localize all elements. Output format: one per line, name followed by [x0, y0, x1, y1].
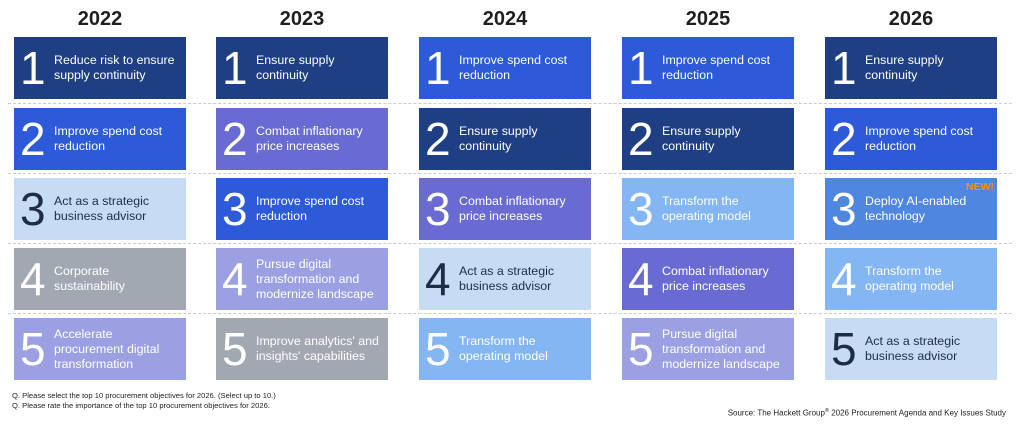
rank-number: 4: [831, 253, 857, 305]
rank-number: 1: [20, 42, 46, 94]
objective-tile: 4 Combat inflationary price increases: [622, 248, 794, 310]
objective-tile: 3 Act as a strategic business advisor: [14, 178, 186, 240]
objective-label: Act as a strategic business advisor: [865, 334, 961, 363]
objective-label: Ensure supply continuity: [459, 124, 538, 153]
objective-label: Combat inflationary price increases: [459, 194, 566, 223]
objective-label: Transform the operating model: [662, 194, 751, 223]
objective-tile: 1 Ensure supply continuity: [825, 37, 997, 99]
rank-number: 3: [20, 183, 46, 235]
rank-number: 5: [425, 323, 451, 375]
objective-tile: 2 Ensure supply continuity: [419, 108, 591, 170]
objective-tile: 4 Transform the operating model: [825, 248, 997, 310]
rank-number: 5: [831, 323, 857, 375]
objective-label: Pursue digital transformation and modern…: [256, 256, 374, 301]
rank-number: 3: [628, 183, 654, 235]
objective-tile: 5 Accelerate procurement digital transfor…: [14, 318, 186, 380]
objective-tile: 5 Pursue digital transformation and moder…: [622, 318, 794, 380]
objective-label: Transform the operating model: [459, 334, 548, 363]
source-prefix: Source: The Hackett Group: [727, 408, 825, 418]
year-header-2023: 2023: [279, 8, 325, 30]
objective-label: Combat inflationary price increases: [662, 264, 769, 293]
rank-number: 1: [425, 42, 451, 94]
objective-tile: 5 Improve analytics' and insights' capabi…: [216, 318, 388, 380]
objective-tile: 5 Act as a strategic business advisor: [825, 318, 997, 380]
row-separator: [8, 173, 1012, 174]
rank-number: 2: [222, 113, 248, 165]
rank-number: 2: [831, 113, 857, 165]
rank-number: 4: [20, 253, 46, 305]
objective-label: Ensure supply continuity: [256, 53, 335, 82]
source-note: Source: The Hackett Group® 2026 Procurem…: [728, 408, 1006, 418]
objective-tile: 4 Pursue digital transformation and moder…: [216, 248, 388, 310]
rank-number: 1: [222, 42, 248, 94]
objective-tile: 4 Corporate sustainability: [14, 248, 186, 310]
objective-label: Act as a strategic business advisor: [459, 264, 555, 293]
objective-tile: 3 Transform the operating model: [622, 178, 794, 240]
rank-number: 3: [425, 183, 451, 235]
objective-tile: 2 Ensure supply continuity: [622, 108, 794, 170]
row-separator: [8, 313, 1012, 314]
objective-tile: 1 Improve spend cost reduction: [419, 37, 591, 99]
objective-tile: 5 Transform the operating model: [419, 318, 591, 380]
objective-label: Improve spend cost reduction: [662, 53, 771, 82]
rank-number: 2: [425, 113, 451, 165]
objective-label: Deploy AI-enabled technology: [865, 194, 967, 223]
registered-mark: ®: [824, 408, 829, 414]
objective-label: Corporate sustainability: [54, 264, 125, 293]
objective-label: Improve spend cost reduction: [865, 124, 974, 153]
objective-label: Reduce risk to ensure supply continuity: [54, 53, 175, 82]
rank-number: 2: [20, 113, 46, 165]
objective-label: Act as a strategic business advisor: [54, 194, 150, 223]
rank-number: 4: [222, 253, 248, 305]
objective-tile: 3 Combat inflationary price increases: [419, 178, 591, 240]
rank-number: 4: [425, 253, 451, 305]
source-suffix: 2026 Procurement Agenda and Key Issues S…: [828, 408, 1006, 418]
objective-tile: 2 Combat inflationary price increases: [216, 108, 388, 170]
objective-label: Combat inflationary price increases: [256, 124, 363, 153]
rank-number: 5: [628, 323, 654, 375]
objective-tile: 1 Reduce risk to ensure supply continuity: [14, 37, 186, 99]
objective-tile: 3 Deploy AI-enabled technology NEW!: [825, 178, 997, 240]
year-header-2022: 2022: [77, 8, 123, 30]
objective-tile: 1 Ensure supply continuity: [216, 37, 388, 99]
objective-label: Improve spend cost reduction: [54, 124, 163, 153]
year-header-2026: 2026: [888, 8, 934, 30]
objective-tile: 2 Improve spend cost reduction: [825, 108, 997, 170]
row-separator: [8, 103, 1012, 104]
objective-label: Improve analytics' and insights' capabil…: [256, 334, 379, 363]
new-badge: NEW!: [966, 181, 994, 193]
objective-tile: 1 Improve spend cost reduction: [622, 37, 794, 99]
year-header-2024: 2024: [482, 8, 528, 30]
objective-label: Improve spend cost reduction: [459, 53, 568, 82]
objective-label: Ensure supply continuity: [865, 53, 944, 82]
objective-tile: 2 Improve spend cost reduction: [14, 108, 186, 170]
rank-number: 4: [628, 253, 654, 305]
objective-tile: 3 Improve spend cost reduction: [216, 178, 388, 240]
rank-number: 3: [831, 183, 857, 235]
row-separator: [8, 243, 1012, 244]
footnote-question-2: Q. Please rate the importance of the top…: [12, 401, 270, 410]
rank-number: 3: [222, 183, 248, 235]
objective-label: Pursue digital transformation and modern…: [662, 326, 780, 371]
objective-tile: 4 Act as a strategic business advisor: [419, 248, 591, 310]
rank-number: 1: [831, 42, 857, 94]
rank-number: 2: [628, 113, 654, 165]
objective-label: Accelerate procurement digital transform…: [54, 326, 160, 371]
year-header-2025: 2025: [685, 8, 731, 30]
footnote-question-1: Q. Please select the top 10 procurement …: [12, 391, 276, 400]
objective-label: Transform the operating model: [865, 264, 954, 293]
objective-label: Ensure supply continuity: [662, 124, 741, 153]
rank-number: 1: [628, 42, 654, 94]
rank-number: 5: [20, 323, 46, 375]
objective-label: Improve spend cost reduction: [256, 194, 365, 223]
rank-number: 5: [222, 323, 248, 375]
